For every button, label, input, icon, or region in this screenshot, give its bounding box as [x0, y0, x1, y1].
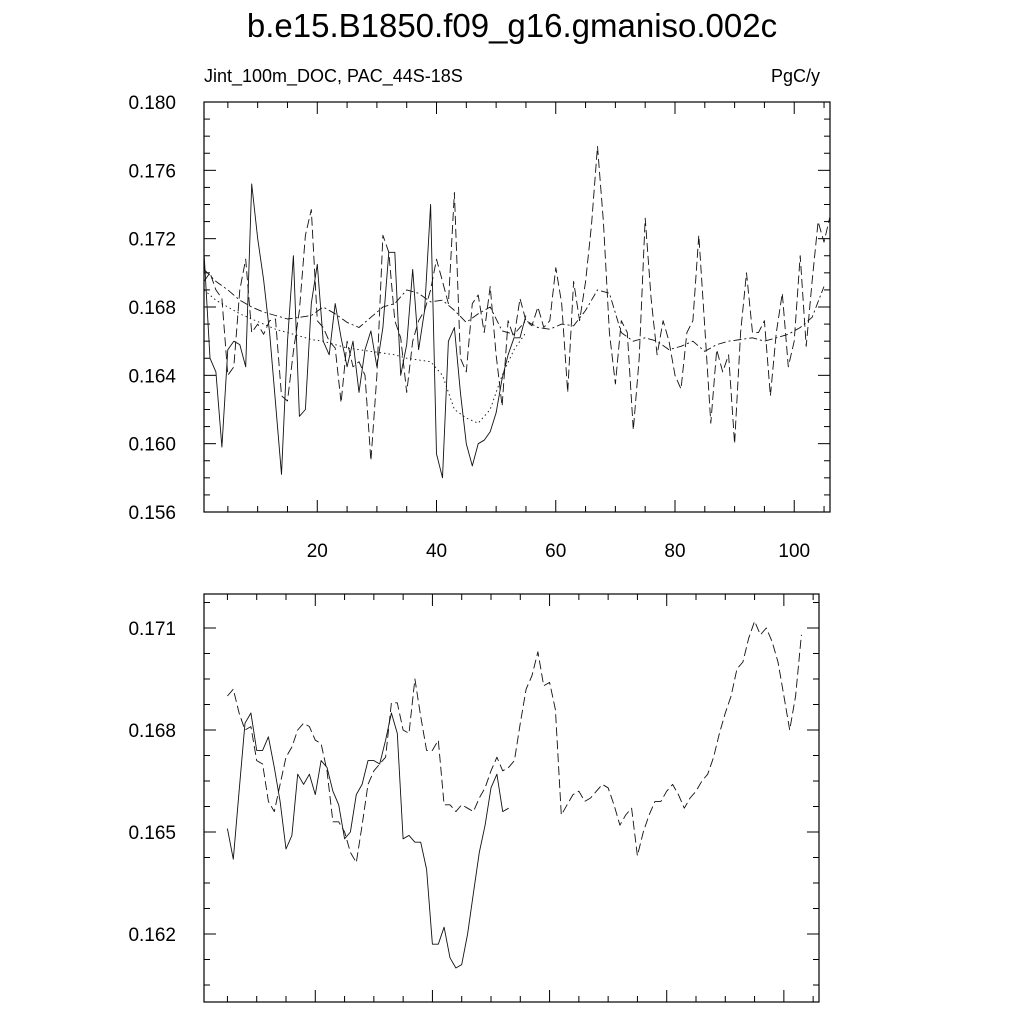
plot-frame-bottom	[203, 593, 820, 1003]
series-line-dashed	[227, 620, 802, 864]
y-tick-label: 0.156	[128, 503, 176, 524]
x-tick-label: 20	[307, 541, 328, 562]
y-tick-label: 0.165	[128, 823, 176, 844]
bottom-ticks	[204, 594, 819, 1002]
bottom-tick-labels: 0.162 0.165 0.168 0.171	[128, 619, 176, 946]
series-line-dash-dot	[203, 269, 825, 352]
top-panel: Jint_100m_DOC, PAC_44S-18S PgC/y 20 40 60 8…	[128, 66, 831, 562]
chart-title: b.e15.B1850.f09_g16.gmaniso.002c	[247, 7, 777, 44]
series-line-dotted	[203, 289, 527, 424]
y-tick-label: 0.168	[128, 298, 176, 319]
x-tick-label: 100	[778, 541, 810, 562]
top-series	[203, 145, 831, 479]
series-line-dashed	[203, 145, 831, 462]
series-line-solid	[226, 712, 509, 969]
top-tick-labels: 20 40 60 80 100 0.156 0.160 0.164 0.168 0.172 0.17…	[128, 93, 810, 562]
units-label: PgC/y	[771, 66, 820, 86]
y-tick-label: 0.172	[128, 230, 176, 251]
y-tick-label: 0.171	[128, 619, 176, 640]
y-tick-label: 0.162	[128, 925, 176, 946]
y-tick-label: 0.160	[128, 435, 176, 456]
series-line-solid	[203, 183, 527, 479]
plot-frame-top	[203, 101, 831, 513]
x-tick-label: 60	[545, 541, 566, 562]
y-tick-label: 0.168	[128, 721, 176, 742]
y-tick-label: 0.164	[128, 366, 176, 387]
x-tick-label: 40	[426, 541, 447, 562]
variable-label: Jint_100m_DOC, PAC_44S-18S	[204, 66, 463, 87]
x-tick-label: 80	[664, 541, 685, 562]
bottom-panel: 0.162 0.165 0.168 0.171	[128, 593, 820, 1003]
y-tick-label: 0.180	[128, 93, 176, 114]
top-ticks	[204, 101, 830, 513]
y-tick-label: 0.176	[128, 161, 176, 182]
bottom-series	[226, 620, 802, 969]
